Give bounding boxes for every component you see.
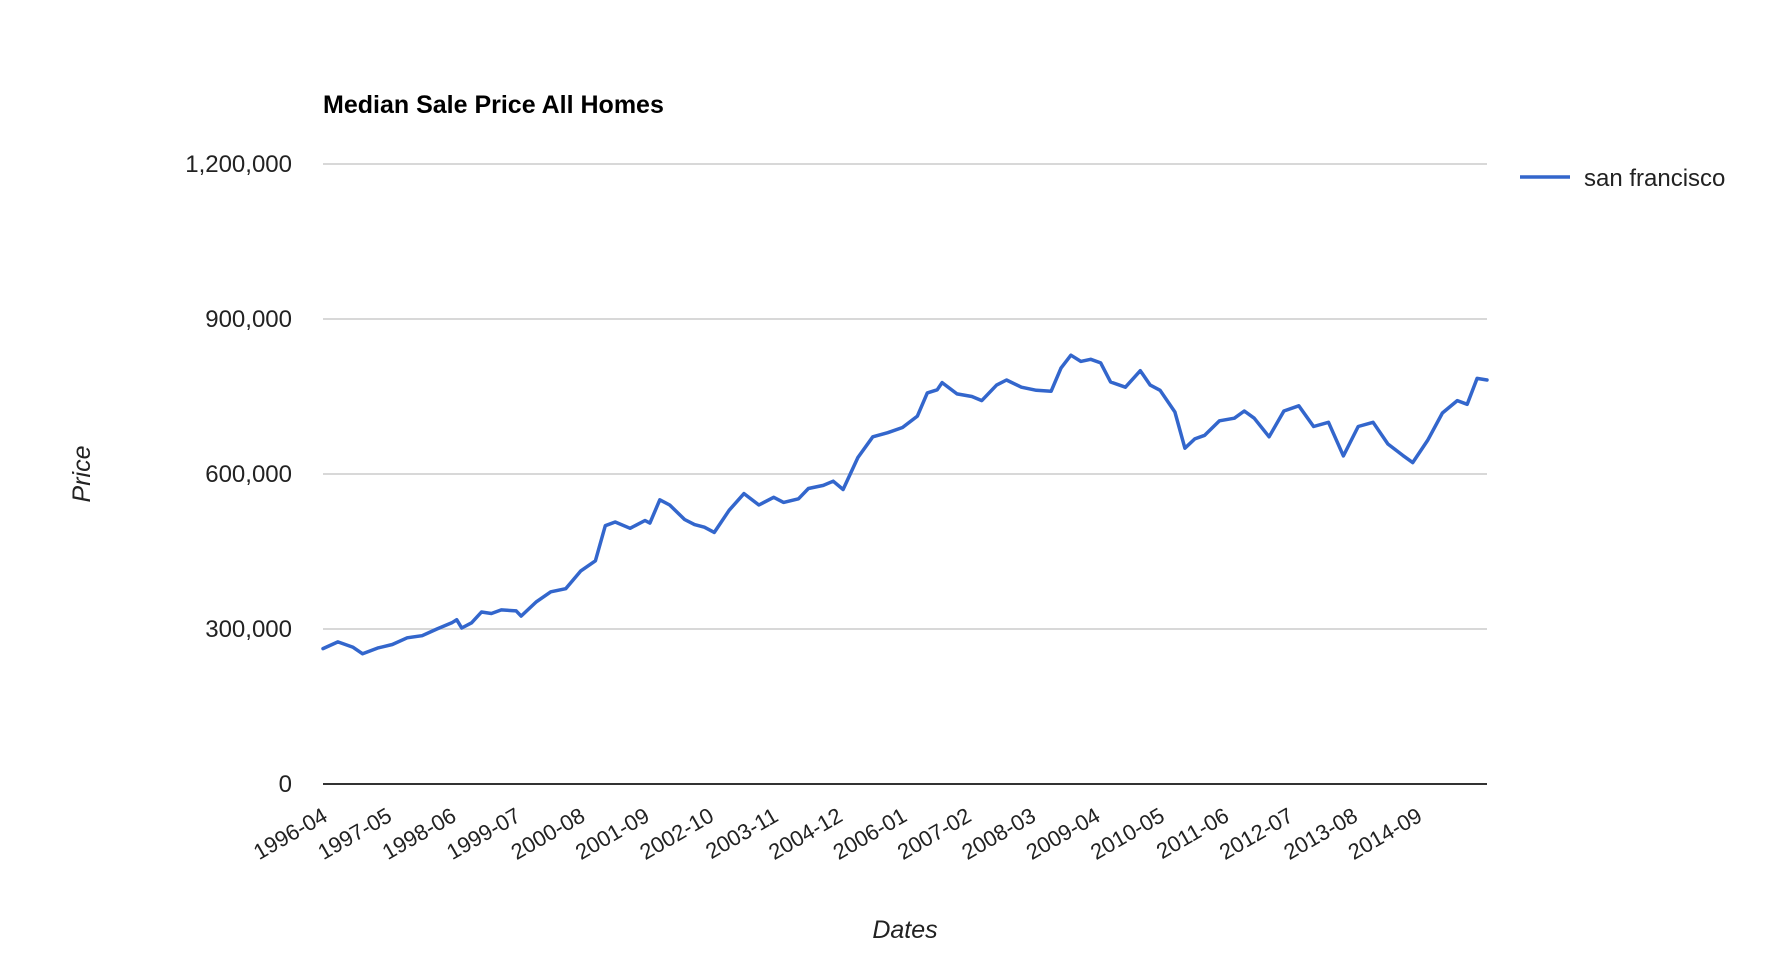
x-tick-label: 2012-07 [1215,803,1297,865]
x-tick-label: 1999-07 [442,803,524,865]
y-axis-label: Price [68,446,96,503]
y-tick-label: 0 [279,771,292,798]
x-tick-label: 2002-10 [635,803,717,865]
y-tick-label: 900,000 [205,306,292,333]
x-tick-label: 2014-09 [1344,803,1426,865]
x-tick-label: 1998-06 [378,803,460,865]
x-axis-ticks: 1996-041997-051998-061999-072000-082001-… [249,803,1426,865]
legend-label-san-francisco: san francisco [1584,165,1725,192]
gridlines [323,163,1487,630]
x-tick-label: 2010-05 [1086,803,1168,865]
y-tick-label: 600,000 [205,461,292,488]
y-tick-label: 1,200,000 [185,151,292,178]
x-tick-label: 2000-08 [507,803,589,865]
x-tick-label: 2008-03 [957,803,1039,865]
x-tick-label: 2013-08 [1279,803,1361,865]
y-axis-ticks: 0 300,000 600,000 900,000 1,200,000 [185,151,292,798]
x-tick-label: 1997-05 [313,803,395,865]
x-tick-label: 2001-09 [571,803,653,865]
x-tick-label: 2006-01 [829,803,911,865]
chart-title: Median Sale Price All Homes [323,91,664,119]
legend: san francisco [1520,165,1725,192]
x-tick-label: 2007-02 [893,803,975,865]
y-tick-label: 300,000 [205,616,292,643]
x-axis-label: Dates [872,916,937,944]
x-tick-label: 2004-12 [764,803,846,865]
series-line-san-francisco [321,353,1489,656]
x-tick-label: 2009-04 [1022,803,1104,865]
x-tick-label: 1996-04 [249,803,331,865]
